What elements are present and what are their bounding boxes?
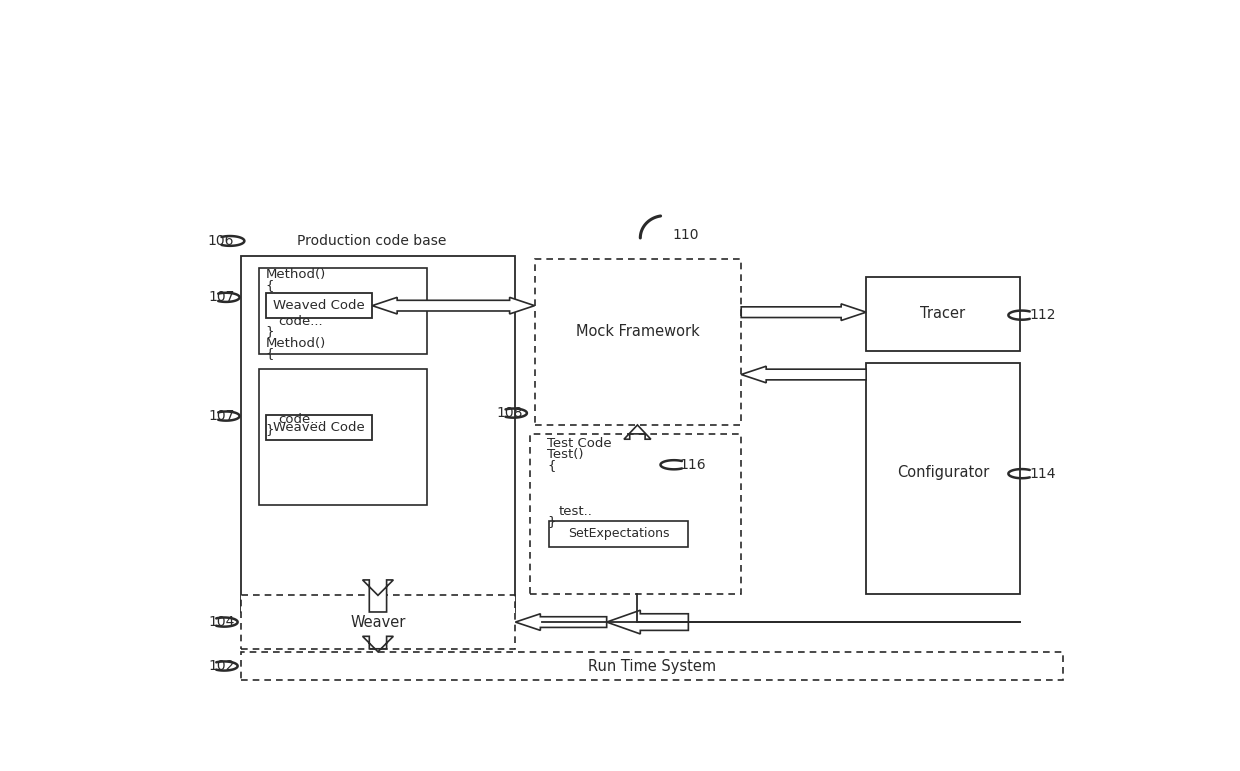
- Text: Tracer: Tracer: [920, 306, 966, 321]
- Text: 106: 106: [208, 234, 234, 248]
- Text: Configurator: Configurator: [897, 465, 990, 480]
- Text: code...: code...: [278, 412, 322, 426]
- Text: 108: 108: [496, 406, 522, 420]
- FancyBboxPatch shape: [242, 595, 516, 648]
- FancyBboxPatch shape: [242, 256, 516, 612]
- FancyBboxPatch shape: [866, 362, 1019, 594]
- Text: 114: 114: [1029, 466, 1056, 480]
- Text: }: }: [265, 325, 274, 338]
- Text: 110: 110: [672, 228, 698, 242]
- Polygon shape: [372, 298, 534, 314]
- Text: 112: 112: [1029, 308, 1056, 322]
- Text: 107: 107: [208, 291, 236, 305]
- Text: Test(): Test(): [547, 448, 584, 461]
- Text: }: }: [547, 515, 556, 528]
- FancyBboxPatch shape: [267, 293, 372, 318]
- Polygon shape: [362, 580, 393, 612]
- Polygon shape: [606, 610, 688, 634]
- Text: Method(): Method(): [265, 337, 326, 349]
- Text: Production code base: Production code base: [298, 234, 446, 248]
- Polygon shape: [516, 614, 606, 631]
- Text: 116: 116: [680, 458, 707, 472]
- Text: Test Code: Test Code: [547, 437, 611, 450]
- Text: {: {: [547, 459, 556, 472]
- Polygon shape: [742, 304, 866, 321]
- Text: test..: test..: [558, 504, 593, 517]
- FancyBboxPatch shape: [242, 651, 1063, 680]
- FancyBboxPatch shape: [866, 277, 1019, 351]
- Polygon shape: [362, 636, 393, 651]
- FancyBboxPatch shape: [549, 520, 688, 547]
- FancyBboxPatch shape: [259, 268, 427, 354]
- FancyBboxPatch shape: [534, 259, 742, 425]
- Text: 104: 104: [208, 615, 236, 629]
- Text: Weaver: Weaver: [350, 614, 405, 630]
- Text: Run Time System: Run Time System: [588, 658, 715, 674]
- Text: code...: code...: [278, 315, 322, 328]
- Text: SetExpectations: SetExpectations: [568, 527, 670, 540]
- FancyBboxPatch shape: [267, 415, 372, 439]
- Text: {: {: [265, 347, 274, 360]
- Text: {: {: [265, 279, 274, 292]
- Text: 102: 102: [208, 659, 236, 673]
- FancyBboxPatch shape: [529, 434, 742, 594]
- Text: Method(): Method(): [265, 268, 326, 281]
- Polygon shape: [624, 425, 651, 439]
- Text: Weaved Code: Weaved Code: [274, 299, 366, 312]
- Text: Mock Framework: Mock Framework: [575, 324, 699, 338]
- Polygon shape: [742, 366, 866, 383]
- Text: Weaved Code: Weaved Code: [274, 421, 366, 434]
- Text: 107: 107: [208, 409, 236, 423]
- Text: }: }: [265, 423, 274, 436]
- FancyBboxPatch shape: [259, 369, 427, 505]
